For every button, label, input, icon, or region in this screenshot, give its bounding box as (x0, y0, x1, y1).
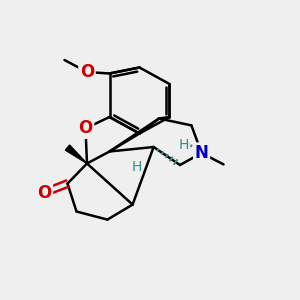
Text: O: O (78, 119, 93, 137)
Text: H: H (178, 138, 189, 152)
Text: H: H (178, 138, 189, 152)
Text: N: N (195, 144, 208, 162)
Polygon shape (65, 145, 87, 164)
Text: O: O (80, 63, 94, 81)
Text: H: H (131, 160, 142, 174)
Text: O: O (37, 184, 52, 202)
